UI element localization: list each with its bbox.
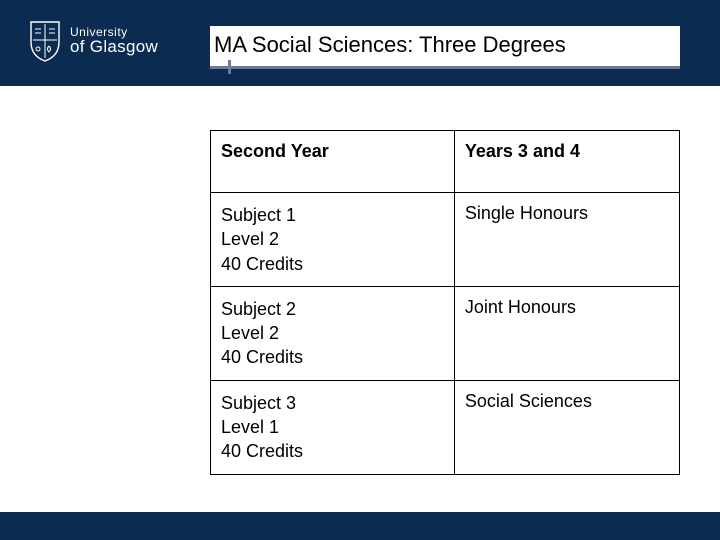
cell-joint-honours: Joint Honours (454, 286, 679, 380)
cell-line: Subject 3 (221, 391, 444, 415)
cell-line: Level 1 (221, 415, 444, 439)
cell-subject3: Subject 3 Level 1 40 Credits (211, 380, 455, 474)
cell-line: Level 2 (221, 227, 444, 251)
cell-social-sciences: Social Sciences (454, 380, 679, 474)
shield-icon (28, 20, 62, 62)
degree-table-wrap: Second Year Years 3 and 4 Subject 1 Leve… (210, 130, 680, 475)
title-tick (228, 60, 231, 74)
cell-line: Subject 2 (221, 297, 444, 321)
cell-line: Level 2 (221, 321, 444, 345)
footer-band (0, 512, 720, 540)
page-title: MA Social Sciences: Three Degrees (210, 26, 680, 68)
cell-line: Subject 1 (221, 203, 444, 227)
col-header-second-year: Second Year (211, 131, 455, 193)
title-underline (210, 66, 680, 69)
university-logo: University of Glasgow (28, 20, 158, 62)
cell-line: 40 Credits (221, 252, 444, 276)
cell-subject1: Subject 1 Level 2 40 Credits (211, 193, 455, 287)
slide: University of Glasgow MA Social Sciences… (0, 0, 720, 540)
cell-line: 40 Credits (221, 345, 444, 369)
table-row: Subject 3 Level 1 40 Credits Social Scie… (211, 380, 680, 474)
cell-subject2: Subject 2 Level 2 40 Credits (211, 286, 455, 380)
logo-text: University of Glasgow (70, 26, 158, 56)
title-block: MA Social Sciences: Three Degrees (210, 26, 680, 69)
table-row: Subject 1 Level 2 40 Credits Single Hono… (211, 193, 680, 287)
logo-line2: of Glasgow (70, 38, 158, 56)
cell-line: 40 Credits (221, 439, 444, 463)
col-header-years-3-4: Years 3 and 4 (454, 131, 679, 193)
table-row: Subject 2 Level 2 40 Credits Joint Honou… (211, 286, 680, 380)
cell-single-honours: Single Honours (454, 193, 679, 287)
degree-table: Second Year Years 3 and 4 Subject 1 Leve… (210, 130, 680, 475)
table-header-row: Second Year Years 3 and 4 (211, 131, 680, 193)
